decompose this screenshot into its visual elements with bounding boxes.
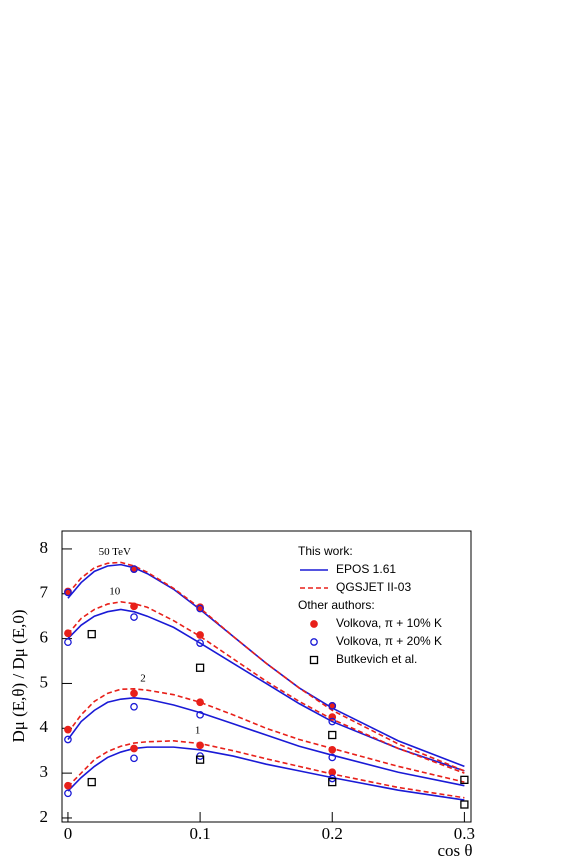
x-axis-label: cos θ [437,841,472,860]
marker [64,789,72,798]
legend-header: This work: [298,544,353,558]
marker [196,741,204,750]
legend-key [309,655,319,665]
energy-label: 10 [109,585,121,597]
marker [196,631,204,639]
legend-label: Volkova, π + 10% K [336,616,442,630]
curve [67,688,465,783]
plot-frame [61,530,472,823]
marker [130,702,138,711]
marker [195,663,205,672]
marker [328,745,337,754]
y-tick-label: 6 [40,628,49,647]
marker [196,710,204,719]
marker [460,800,469,809]
marker [328,702,337,710]
marker [196,698,204,707]
legend-key [310,638,318,646]
energy-label: 2 [140,672,146,684]
marker [130,689,138,698]
y-tick-label: 7 [40,583,49,602]
marker [196,639,204,647]
y-tick-label: 5 [40,672,49,691]
y-tick-label: 4 [40,717,49,736]
curve [67,746,465,801]
x-tick-label: 0.3 [454,824,475,843]
legend-label: QGSJET II-03 [336,580,411,594]
marker [64,725,72,734]
marker [64,588,72,597]
marker [64,735,72,744]
marker [328,717,337,726]
curve [67,561,465,772]
curve [67,608,465,772]
legend-key [310,620,318,628]
y-axis-label: Dμ (E,θ) / Dμ (E,0) [9,609,28,742]
marker [328,777,337,787]
marker [130,754,138,763]
x-tick-label: 0 [64,824,73,843]
marker [87,629,96,639]
x-tick-label: 0.1 [189,824,210,843]
curve [67,696,465,787]
marker [195,755,205,764]
legend-label: EPOS 1.61 [336,562,396,576]
marker [328,753,337,762]
y-tick-label: 3 [40,762,49,781]
marker [328,730,337,740]
x-tick-label: 0.2 [322,824,343,843]
marker [87,777,96,787]
energy-label: 1 [195,724,201,736]
y-tick-label: 8 [40,538,49,557]
marker [64,629,72,638]
marker [64,638,72,647]
marker [328,768,337,777]
marker [130,565,138,573]
marker [130,602,138,611]
energy-label: 50 TeV [99,546,131,558]
marker [130,613,138,621]
legend-label: Volkova, π + 20% K [336,634,442,648]
legend-header: Other authors: [298,598,375,612]
marker [130,744,138,753]
marker [64,781,72,790]
marker [196,604,204,613]
curve [67,601,465,774]
y-tick-label: 2 [40,807,49,826]
marker [460,775,469,785]
legend-label: Butkevich et al. [336,652,417,666]
curve [67,740,465,799]
